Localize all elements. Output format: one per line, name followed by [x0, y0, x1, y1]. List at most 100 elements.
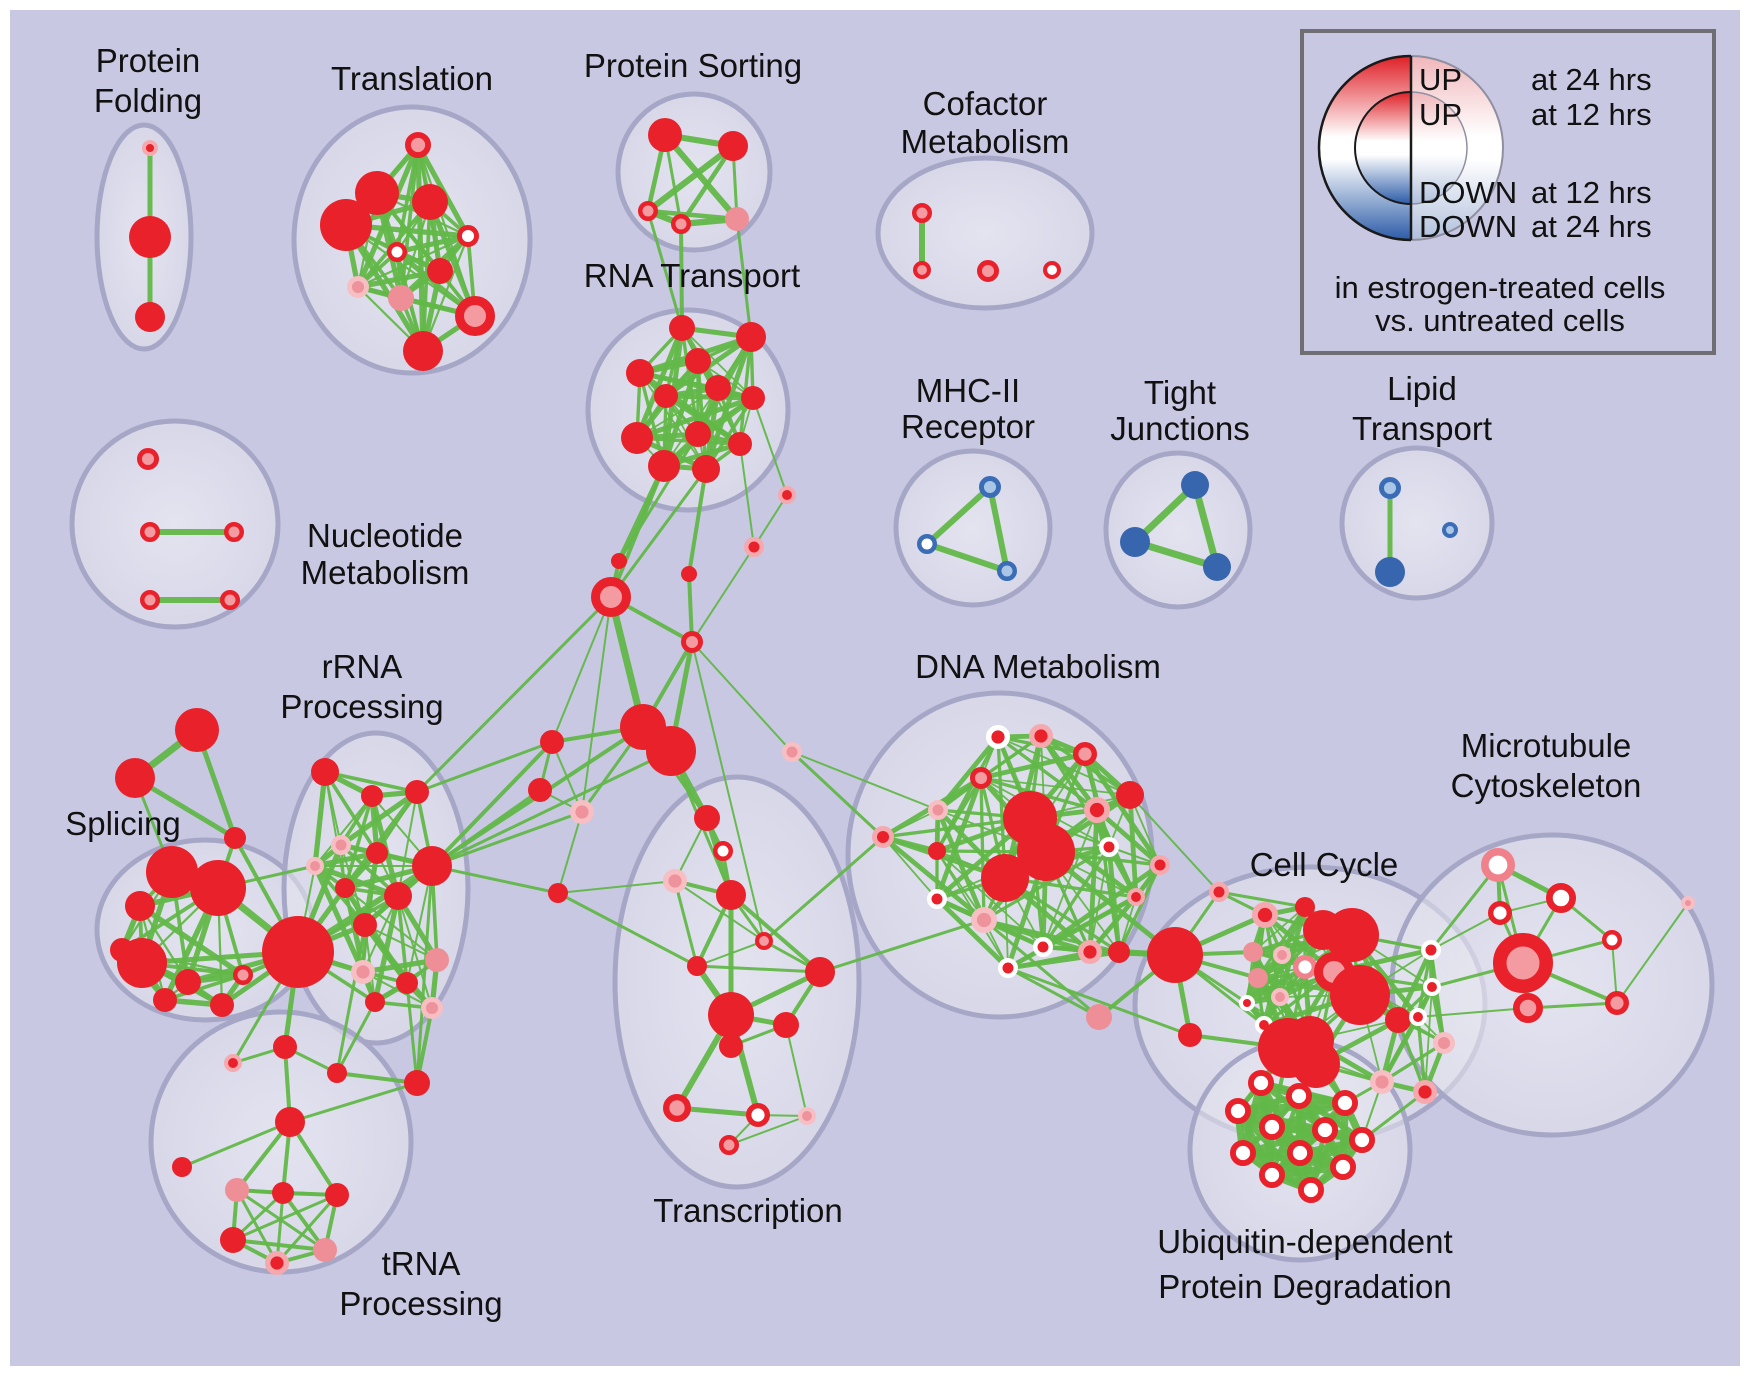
- legend-time-label: at 12 hrs: [1531, 175, 1652, 210]
- network-edge-trna-processing: [235, 1188, 279, 1265]
- network-node-dna-metabolism: [1150, 855, 1170, 875]
- network-node-microtubule-cytoskeleton: [1480, 848, 1515, 883]
- network-node-rna-transport: [736, 322, 766, 352]
- cluster-ellipse-cofactor-metabolism: [875, 155, 1095, 311]
- network-node-cell-cycle: [1239, 995, 1255, 1011]
- network-link-bridge-dna-metabolism: [1006, 966, 1192, 1037]
- cluster-label-trna-processing: tRNA: [382, 1245, 461, 1282]
- network-node-rna-transport: [741, 386, 765, 410]
- network-node-translation: [427, 258, 453, 284]
- network-node-ubiquitin-degradation: [1332, 1090, 1359, 1117]
- network-edge-rrna-processing: [312, 769, 328, 869]
- network-node-trna-processing: [313, 1238, 337, 1262]
- network-node-dna-metabolism: [928, 800, 948, 820]
- network-node-rna-transport: [705, 375, 731, 401]
- network-node-splicing-triangle: [224, 827, 246, 849]
- network-node-transcription: [687, 956, 707, 976]
- network-node-hubchain: [744, 537, 764, 557]
- network-node-nucleotide-metabolism: [137, 448, 160, 471]
- network-node-rna-transport: [685, 421, 711, 447]
- network-link-bridge-dna-metabolism: [982, 918, 1101, 1019]
- network-node-cell-cycle: [1412, 1079, 1437, 1104]
- network-node-ubiquitin-degradation: [1298, 1177, 1325, 1204]
- cluster-label-microtubule-cytoskeleton: Cytoskeleton: [1451, 767, 1642, 804]
- network-node-splicing-triangle: [115, 758, 155, 798]
- network-node-splicing: [233, 965, 253, 985]
- network-link-rna-transport-hubchain: [687, 467, 708, 576]
- cluster-label-cofactor-metabolism: Metabolism: [901, 123, 1070, 160]
- cluster-ellipse-lipid-transport: [1339, 445, 1495, 601]
- network-link-hubchain-rrna-processing: [415, 740, 554, 794]
- network-edge-rna-transport: [704, 396, 755, 471]
- network-node-rna-transport: [728, 432, 752, 456]
- network-edge-protein-sorting: [661, 131, 741, 223]
- network-edge-protein-sorting: [644, 142, 737, 215]
- network-node-protein-sorting: [648, 118, 682, 152]
- network-link-bridge-dna-metabolism: [1129, 794, 1220, 893]
- network-node-cell-cycle: [1271, 988, 1290, 1007]
- network-node-dna-metabolism: [1099, 837, 1119, 857]
- network-node-tight-junctions: [1120, 527, 1150, 557]
- network-node-transcription: [798, 1107, 817, 1126]
- network-node-rrna-processing: [405, 780, 429, 804]
- network-node-hubchain: [591, 577, 631, 617]
- network-node-translation: [403, 331, 443, 371]
- network-edge-rna-transport: [634, 395, 756, 441]
- network-node-trna-processing: [275, 1107, 305, 1137]
- network-edge-trna-processing: [275, 1193, 339, 1265]
- cluster-label-protein-folding: Protein: [96, 42, 201, 79]
- network-node-trna-processing: [272, 1182, 294, 1204]
- cluster-label-transcription: Transcription: [653, 1192, 843, 1229]
- network-node-trna-processing: [172, 1157, 192, 1177]
- network-edge-hubchain: [581, 596, 612, 813]
- network-link-rrna-processing-trna-processing: [415, 864, 434, 1085]
- network-node-transcription: [694, 805, 720, 831]
- network-edge-dna-metabolism: [1089, 846, 1110, 953]
- network-node-rna-transport: [692, 455, 720, 483]
- network-node-translation: [388, 285, 414, 311]
- network-edge-splicing: [137, 903, 246, 978]
- network-node-dna-metabolism: [1072, 742, 1097, 767]
- network-node-hubchain: [528, 778, 552, 802]
- network-edge-cell-cycle: [1424, 986, 1433, 1093]
- network-edge-dna-metabolism: [1087, 807, 1100, 955]
- network-node-rrna-processing: [365, 992, 385, 1012]
- network-node-cofactor-metabolism: [913, 260, 932, 279]
- network-node-rrna-processing: [412, 846, 452, 886]
- network-node-rna-transport: [621, 422, 653, 454]
- network-link-bridge-dna-metabolism: [1006, 966, 1101, 1019]
- cluster-label-ubiquitin-degradation: Protein Degradation: [1158, 1268, 1452, 1305]
- network-node-ubiquitin-degradation: [1259, 1114, 1286, 1141]
- network-node-rna-transport: [626, 359, 654, 387]
- network-edge-splicing: [163, 973, 245, 1002]
- network-node-bridge: [1178, 1023, 1202, 1047]
- network-node-cell-cycle: [1252, 901, 1279, 928]
- network-node-lipid-transport: [1442, 522, 1458, 538]
- cluster-label-protein-folding: Folding: [94, 82, 202, 119]
- network-link-rna-transport-hubchain: [609, 467, 708, 599]
- network-node-dna-metabolism: [969, 766, 992, 789]
- cluster-label-microtubule-cytoskeleton: Microtubule: [1461, 727, 1632, 764]
- network-node-splicing: [190, 860, 246, 916]
- network-node-cofactor-metabolism: [912, 203, 932, 223]
- network-link-protein-sorting-rna-transport: [735, 217, 753, 339]
- network-edge-rrna-processing: [338, 789, 420, 848]
- network-node-cell-cycle: [1273, 946, 1292, 965]
- network-edge-dna-metabolism: [982, 845, 1111, 922]
- network-link-rna-transport-hubchain: [739, 443, 755, 548]
- network-edge-transcription: [557, 880, 676, 894]
- network-node-splicing: [153, 988, 177, 1012]
- network-node-rrna-processing: [262, 916, 334, 988]
- network-edge-dna-metabolism: [880, 834, 987, 923]
- cluster-label-translation: Translation: [331, 60, 493, 97]
- network-node-cell-cycle: [1295, 897, 1315, 917]
- network-node-cell-cycle: [1292, 955, 1317, 980]
- network-node-splicing: [117, 938, 167, 988]
- network-link-hubchain-rrna-processing: [430, 740, 554, 868]
- network-edge-cell-cycle: [1416, 1015, 1427, 1094]
- network-edge-transcription: [695, 964, 822, 974]
- network-edge-dna-metabolism: [1094, 807, 1163, 868]
- network-node-cell-cycle: [1421, 940, 1441, 960]
- network-link-rrna-processing-trna-processing: [405, 981, 419, 1085]
